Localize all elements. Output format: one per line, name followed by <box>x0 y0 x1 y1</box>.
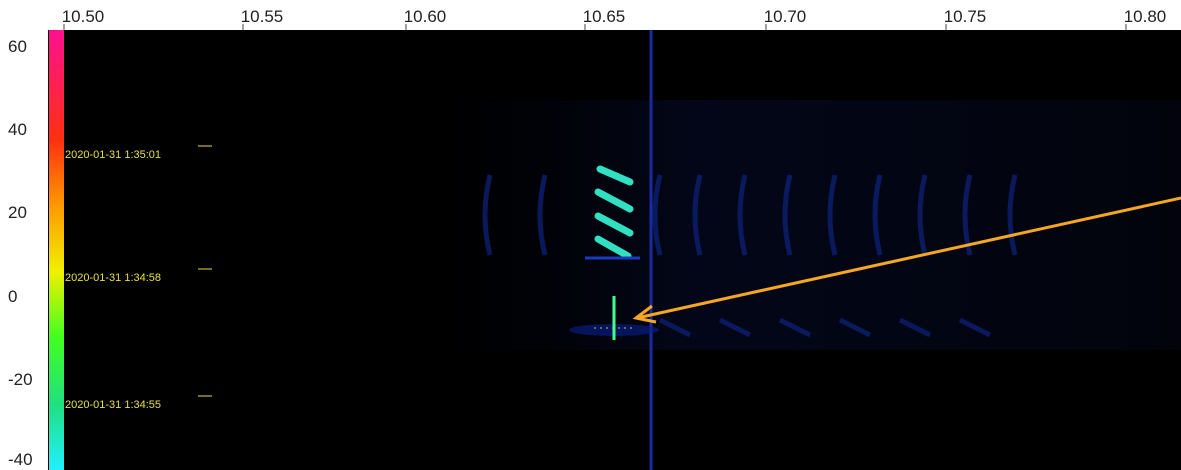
level-label: 60 <box>8 37 27 56</box>
frequency-label: 10.65 <box>583 7 626 26</box>
level-label: 20 <box>8 203 27 222</box>
level-axis <box>0 30 48 470</box>
level-label: -40 <box>8 450 33 469</box>
frequency-label: 10.55 <box>241 7 284 26</box>
level-label: 0 <box>8 287 17 306</box>
level-label: 40 <box>8 120 27 139</box>
color-scale <box>49 30 64 470</box>
timestamp: 2020-01-31 1:34:58 <box>65 272 161 284</box>
waterfall-view: 10.50 10.55 10.60 10.65 10.70 10.75 10.80 60 40 2… <box>0 0 1181 470</box>
frequency-label: 10.80 <box>1124 7 1167 26</box>
frequency-label: 10.50 <box>62 7 105 26</box>
frequency-label: 10.60 <box>404 7 447 26</box>
frequency-label: 10.75 <box>944 7 987 26</box>
timestamp: 2020-01-31 1:35:01 <box>65 149 161 161</box>
level-label: -20 <box>8 370 33 389</box>
timestamp: 2020-01-31 1:34:55 <box>65 399 161 411</box>
frequency-label: 10.70 <box>764 7 807 26</box>
